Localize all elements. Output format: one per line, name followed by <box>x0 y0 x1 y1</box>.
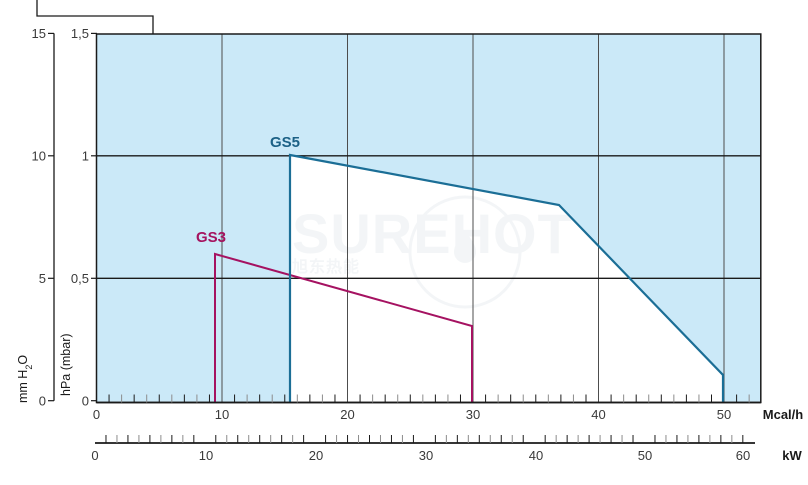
svg-text:0: 0 <box>82 394 89 409</box>
svg-text:hPa (mbar): hPa (mbar) <box>59 333 73 396</box>
svg-text:5: 5 <box>39 271 46 286</box>
svg-text:GS3: GS3 <box>196 229 226 246</box>
svg-text:0: 0 <box>93 407 100 422</box>
svg-text:50: 50 <box>638 448 652 463</box>
svg-text:kW: kW <box>782 448 802 463</box>
svg-text:30: 30 <box>419 448 433 463</box>
svg-text:mm H2O: mm H2O <box>16 355 34 403</box>
svg-text:1,5: 1,5 <box>71 26 89 41</box>
svg-text:50: 50 <box>717 407 731 422</box>
svg-text:1: 1 <box>82 149 89 164</box>
svg-text:10: 10 <box>32 149 46 164</box>
svg-text:SUREHOT: SUREHOT <box>292 202 573 265</box>
svg-text:60: 60 <box>736 448 750 463</box>
svg-text:20: 20 <box>309 448 323 463</box>
svg-text:40: 40 <box>591 407 605 422</box>
svg-text:GS5: GS5 <box>270 134 300 151</box>
svg-text:30: 30 <box>466 407 480 422</box>
svg-text:40: 40 <box>529 448 543 463</box>
svg-text:20: 20 <box>340 407 354 422</box>
svg-text:10: 10 <box>199 448 213 463</box>
svg-text:旭东热能: 旭东热能 <box>291 257 360 276</box>
svg-text:0: 0 <box>39 394 46 409</box>
svg-text:10: 10 <box>215 407 229 422</box>
svg-text:0: 0 <box>91 448 98 463</box>
svg-text:Mcal/h: Mcal/h <box>763 407 804 422</box>
svg-text:0,5: 0,5 <box>71 271 89 286</box>
svg-text:15: 15 <box>32 26 46 41</box>
